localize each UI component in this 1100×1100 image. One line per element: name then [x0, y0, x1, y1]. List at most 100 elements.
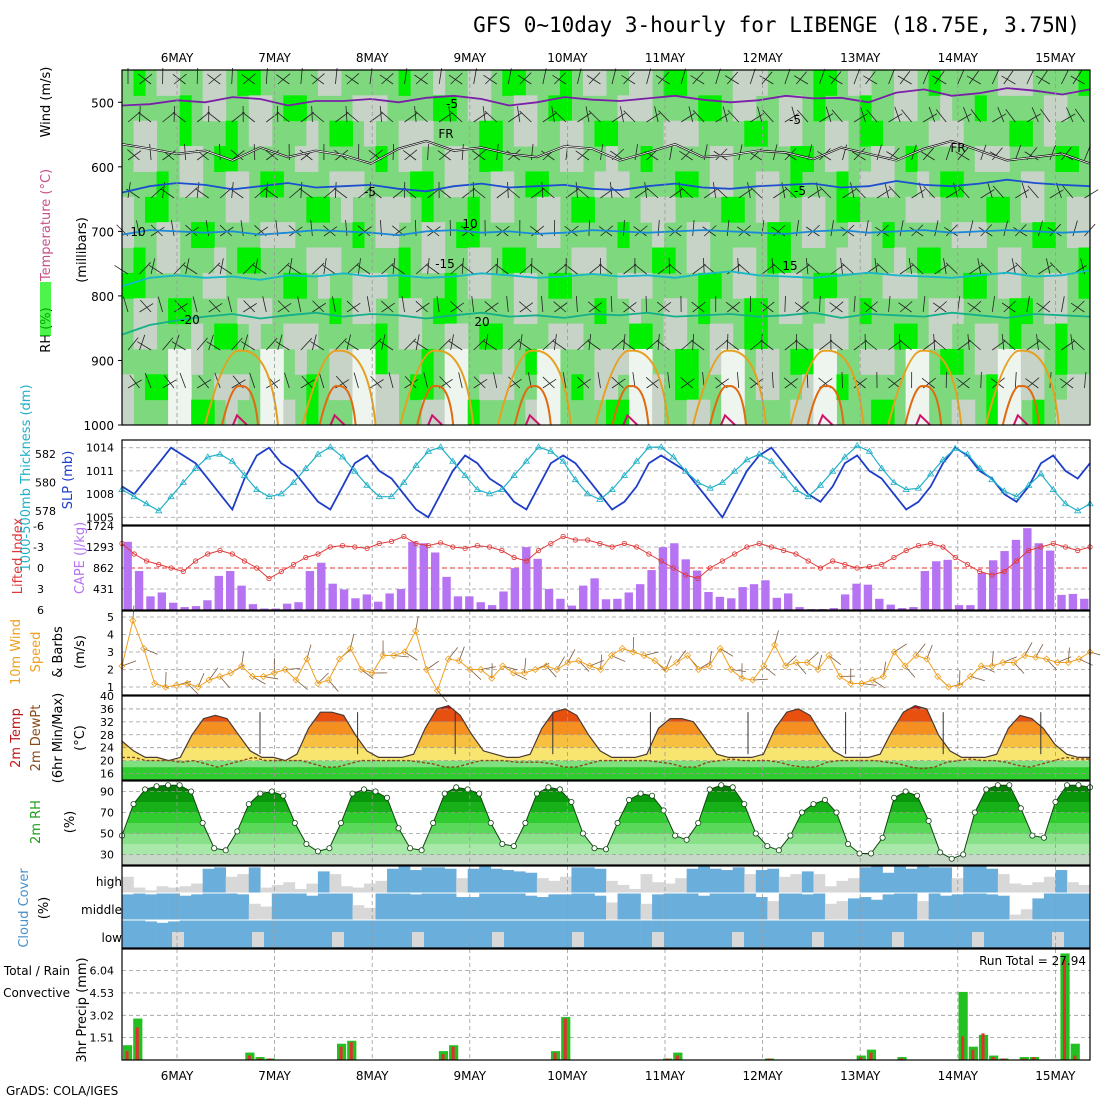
rh-cell	[698, 399, 711, 426]
wind-barb	[853, 68, 861, 85]
wind-barb	[587, 301, 601, 313]
rh-cell	[790, 348, 803, 375]
cloud-high-cell	[790, 874, 803, 893]
bottom-date-label: 12MAY	[742, 1069, 783, 1083]
rh-cell	[721, 171, 734, 198]
lifted-index-point	[205, 551, 211, 557]
wind-speed-point	[455, 657, 463, 665]
rh-cell	[525, 120, 538, 147]
cloud-middle-cell	[133, 893, 146, 920]
isotherm-35-loop	[817, 413, 834, 426]
rh-cell	[813, 272, 826, 299]
cloud-low-cell	[629, 920, 641, 948]
cape-bar	[317, 562, 326, 610]
rh-cell	[225, 196, 238, 223]
cape-li-frame	[121, 525, 1091, 611]
cape-bar	[430, 552, 440, 610]
cape-bar	[442, 576, 451, 610]
top-date-label: 8MAY	[356, 51, 389, 65]
temp-axis-label-3: (6hr Min/Max)	[51, 693, 66, 783]
rh-cell	[594, 70, 607, 96]
rh-cell	[871, 348, 884, 375]
rh-point	[510, 843, 517, 850]
precip-tick-label: 1.51	[90, 1032, 115, 1045]
wind-tick-label: 5	[107, 611, 114, 624]
rh-cell	[502, 348, 515, 375]
cloud-middle-cell	[813, 893, 826, 920]
wind-barb	[450, 111, 463, 123]
lifted-index-point	[805, 558, 811, 564]
wind-barb	[231, 337, 243, 351]
wind-barb	[830, 301, 844, 313]
rh-cell	[663, 196, 676, 223]
cloud-low-cell	[640, 920, 653, 948]
top-date-label: 10MAY	[547, 51, 588, 65]
top-date-label: 9MAY	[453, 51, 486, 65]
wind-barb	[1037, 339, 1051, 351]
wind-barb	[1015, 189, 1030, 199]
temp-tick-label: 28	[100, 729, 114, 742]
wind-barb	[738, 144, 743, 161]
wind-barb	[346, 334, 352, 351]
cloud-high-cell	[721, 870, 734, 893]
lifted-index-point	[977, 568, 983, 575]
cloud-high-cell	[594, 868, 607, 893]
rh-cell	[444, 323, 457, 350]
wind-barb	[507, 181, 509, 199]
wind-barb	[796, 301, 810, 313]
cloud-low-cell	[675, 920, 687, 948]
lifted-index-point	[486, 544, 493, 550]
thickness-point	[461, 471, 469, 478]
cloud-high-cell	[179, 886, 192, 893]
precip-convective-bar	[1001, 1058, 1005, 1060]
wind-barb	[139, 73, 153, 85]
rh-tick-label: 70	[100, 807, 114, 820]
wind-barb	[655, 75, 670, 85]
cloud-middle-cell	[122, 894, 134, 920]
wind-speed-point	[161, 683, 170, 691]
wind-barb	[423, 372, 429, 389]
wind-barb	[414, 74, 428, 85]
wind-barb	[656, 340, 670, 351]
wind-barb	[461, 144, 464, 161]
wind-speed-point	[716, 644, 724, 653]
cloud-low-cell	[1078, 920, 1091, 948]
isotherm-label: FR	[438, 127, 453, 141]
wind-barb	[127, 379, 142, 389]
rh-cell	[997, 348, 1010, 375]
cape-bar	[886, 604, 895, 610]
cape-bar	[146, 596, 155, 610]
rh-cell	[755, 298, 768, 325]
thickness-point	[228, 457, 236, 464]
rh-cell	[133, 298, 146, 325]
wind-barb	[208, 73, 222, 85]
pressure-tick-label: 1000	[83, 419, 114, 433]
wind-barb	[712, 182, 717, 199]
wind-barb	[922, 147, 934, 161]
precip-axis-label: 3hr Precip (mm)	[75, 957, 90, 1062]
cloud-high-cell	[294, 888, 307, 893]
cape-bar	[954, 605, 964, 610]
cloud-low-cell	[663, 920, 676, 948]
li-tick-label: -3	[33, 541, 44, 554]
rh-point	[718, 782, 725, 789]
isotherm-30-loop	[221, 385, 259, 426]
rh-cell	[283, 95, 296, 122]
wind-barb	[114, 265, 129, 275]
cloud-middle-cell	[928, 893, 941, 920]
cloud-middle-cell	[1032, 898, 1045, 920]
temp-axis-label-1: 2m Temp	[9, 708, 24, 768]
rh-point	[752, 830, 759, 837]
wind-barb	[621, 75, 636, 85]
cloud-low-cell	[271, 920, 284, 948]
lifted-index-point	[1013, 558, 1020, 564]
rh-legend-swatch	[40, 282, 51, 336]
cloud-high-cell	[237, 874, 250, 893]
rh-cell	[986, 146, 999, 172]
cape-bar	[658, 547, 668, 610]
wind-barb	[876, 262, 889, 275]
wind-speed-point	[1086, 648, 1094, 656]
wind-barb	[623, 302, 637, 313]
wind-barb	[1031, 107, 1039, 123]
